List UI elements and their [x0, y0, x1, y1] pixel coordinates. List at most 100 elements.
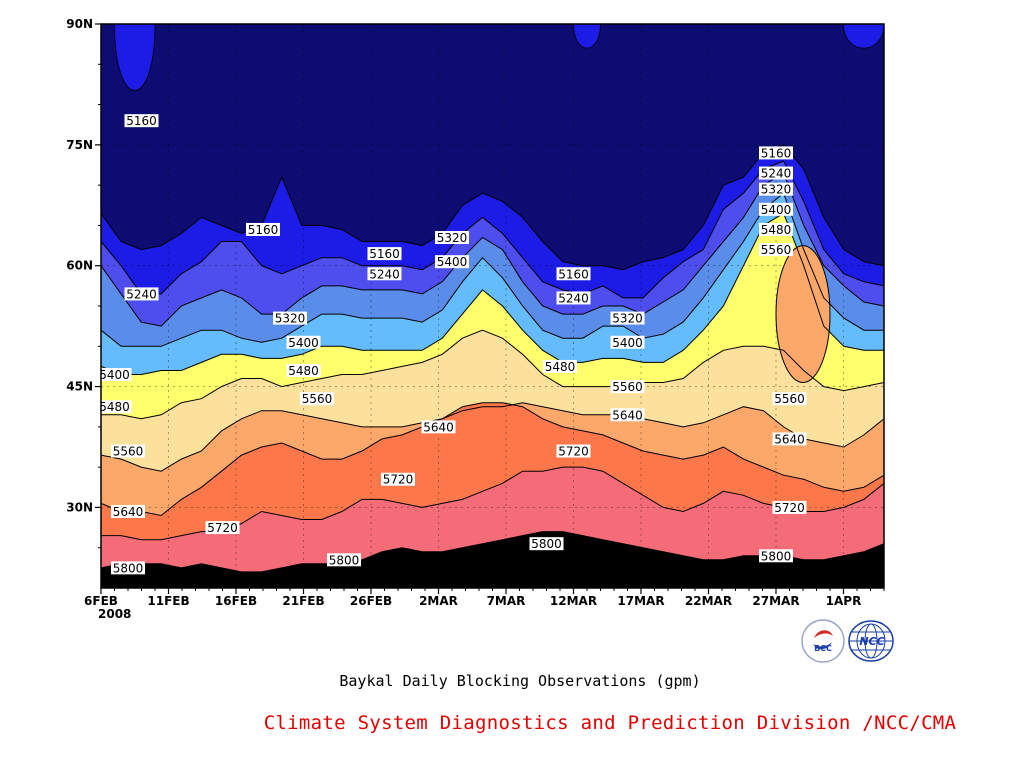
contour-label-5320: 5320	[610, 311, 645, 326]
polar-patch-1	[573, 23, 601, 49]
contour-labels: 5160 5160 5160 5160 5160 5240 5240 5240 5240 5320…	[97, 114, 807, 575]
contour-label-box	[556, 291, 591, 305]
contour-label-box	[759, 222, 793, 236]
contour-label-text: 5800	[531, 537, 562, 551]
contour-label-box	[300, 392, 334, 406]
contour-label-text: 5400	[288, 336, 319, 350]
contour-label-box	[556, 444, 591, 458]
contour-label-box	[556, 267, 591, 281]
contour-label-box	[381, 472, 415, 486]
contour-label-text: 5400	[437, 255, 468, 269]
x-tick-label: 11FEB	[147, 594, 189, 608]
x-tick-label: 7MAR	[487, 594, 526, 608]
contour-label-text: 5400	[761, 203, 792, 217]
contour-label-5720: 5720	[381, 472, 415, 487]
contour-label-box	[772, 500, 807, 514]
contour-label-text: 5240	[126, 287, 157, 301]
contour-label-text: 5560	[612, 380, 643, 394]
contour-label-5400: 5400	[759, 202, 793, 217]
contour-label-box	[97, 367, 132, 381]
contour-label-box	[610, 380, 645, 394]
contour-label-box	[435, 231, 469, 245]
contour-label-5160: 5160	[759, 146, 793, 160]
x-tick-label: 26FEB	[350, 594, 392, 608]
contour-label-text: 5560	[302, 392, 333, 406]
contour-label-5800: 5800	[111, 561, 145, 575]
contour-line-5480	[100, 212, 884, 375]
contour-label-text: 5160	[761, 146, 792, 160]
y-tick-label: 90N	[66, 17, 93, 31]
contour-label-text: 5640	[774, 432, 805, 446]
contour-label-text: 5640	[423, 420, 454, 434]
contour-label-text: 5240	[558, 291, 589, 305]
contour-label-text: 5720	[558, 445, 589, 459]
contour-label-5240: 5240	[556, 291, 591, 305]
contour-line-5160	[100, 144, 885, 271]
contour-label-5720: 5720	[556, 444, 591, 459]
contour-line-5240	[100, 160, 885, 299]
contour-label-box	[273, 311, 307, 325]
contour-label-5640: 5640	[610, 408, 645, 422]
contour-line-5720	[100, 402, 885, 517]
contour-label-5400: 5400	[97, 367, 132, 382]
contour-line-5640	[100, 402, 885, 472]
contour-label-box	[327, 553, 361, 567]
fill-band-5880	[101, 531, 884, 588]
contour-label-5560: 5560	[300, 392, 334, 406]
contour-line-5320	[100, 172, 885, 327]
contour-label-5560: 5560	[111, 444, 145, 459]
contour-label-text: 5240	[761, 167, 792, 181]
contour-label-box	[759, 202, 793, 216]
contour-label-5320: 5320	[273, 311, 307, 326]
y-tick-label: 45N	[66, 380, 93, 394]
contour-label-text: 5480	[99, 400, 130, 414]
contour-label-text: 5720	[383, 473, 414, 487]
contour-label-text: 5480	[545, 360, 576, 374]
contour-label-5640: 5640	[772, 432, 807, 446]
contour-line-5560	[101, 329, 885, 420]
contour-label-text: 5560	[113, 445, 144, 459]
contour-label-box	[610, 335, 645, 349]
bcc-logo: BCC	[800, 618, 846, 664]
contour-label-5240: 5240	[124, 287, 159, 301]
chart-title: Baykal Daily Blocking Observations (gpm)	[339, 672, 701, 690]
contour-label-text: 5800	[329, 553, 360, 567]
contour-label-box	[367, 247, 402, 261]
y-axis: 30N 45N 60N 75N 90N	[66, 17, 101, 549]
contour-label-5320: 5320	[759, 182, 793, 197]
contour-label-5720: 5720	[772, 500, 807, 515]
contour-label-5640: 5640	[111, 504, 145, 519]
x-axis: 6FEB 11FEB 16FEB 21FEB 26FEB 2MAR 7MAR 12MAR 17M…	[84, 588, 885, 621]
contour-label-5800: 5800	[759, 549, 793, 563]
y-tick-label: 30N	[66, 500, 93, 514]
contour-label-box	[759, 243, 793, 257]
contour-label-box	[435, 255, 469, 269]
contour-label-5160: 5160	[246, 222, 280, 237]
contour-line-5880	[100, 531, 885, 573]
contour-label-text: 5560	[761, 243, 792, 257]
contour-label-text: 5720	[207, 521, 238, 535]
contour-label-box	[124, 287, 159, 301]
polar-patch-0	[114, 23, 156, 91]
contour-label-box	[246, 222, 280, 236]
contour-label-5560: 5560	[772, 392, 807, 406]
x-tick-label: 21FEB	[282, 594, 324, 608]
contour-label-5720: 5720	[205, 521, 240, 535]
contour-label-text: 5560	[774, 392, 805, 406]
contour-label-box	[543, 359, 577, 373]
contour-label-text: 5320	[275, 312, 306, 326]
contour-label-text: 5640	[612, 408, 643, 422]
x-tick-label: 16FEB	[215, 594, 257, 608]
credit-line: Climate System Diagnostics and Predictio…	[263, 712, 957, 734]
contour-label-text: 5800	[113, 561, 144, 575]
contour-label-5240: 5240	[367, 267, 402, 281]
contour-label-box	[529, 537, 564, 551]
contour-label-text: 5320	[761, 183, 792, 197]
contour-label-box	[111, 561, 145, 575]
contour-label-text: 5160	[248, 223, 279, 237]
contour-label-box	[759, 146, 793, 160]
contour-label-5480: 5480	[97, 400, 132, 414]
contour-label-5560: 5560	[610, 380, 645, 394]
contour-label-box	[421, 420, 456, 434]
